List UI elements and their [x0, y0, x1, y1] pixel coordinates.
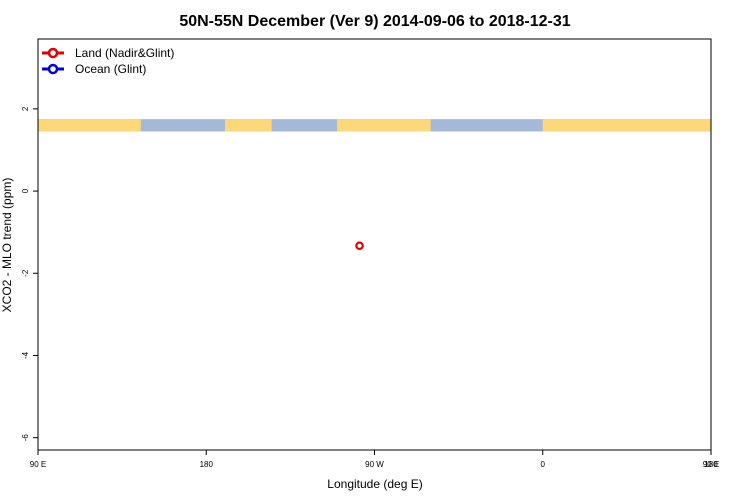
land-band: [38, 119, 141, 132]
x-axis-label: Longitude (deg E): [327, 477, 422, 491]
legend-label: Ocean (Glint): [75, 62, 146, 76]
land-band: [224, 119, 272, 132]
x-tick-label: 90 W: [365, 460, 384, 469]
x-tick-label: 0: [541, 460, 546, 469]
land-ocean-strip: [38, 119, 711, 132]
legend-marker: [47, 47, 59, 59]
y-tick-label: 0: [21, 188, 30, 193]
x-tick-label: 180: [200, 460, 214, 469]
legend-label: Land (Nadir&Glint): [75, 46, 174, 60]
land-band: [542, 119, 711, 132]
y-tick-label: -6: [21, 434, 30, 442]
legend-marker: [47, 63, 59, 75]
x-tick-label: 90 E: [30, 460, 46, 469]
x-tick-label: 180: [704, 460, 718, 469]
x-tick-label: 90 E: [703, 460, 719, 469]
data-point: [355, 241, 364, 251]
y-tick-label: 2: [21, 106, 30, 111]
y-tick-label: -2: [21, 269, 30, 277]
y-axis-label: XCO2 - MLO trend (ppm): [0, 178, 14, 313]
data-points: [355, 241, 364, 251]
chart-title: 50N-55N December (Ver 9) 2014-09-06 to 2…: [179, 13, 570, 30]
legend: Land (Nadir&Glint) Ocean (Glint): [42, 46, 174, 76]
y-tick-label: -4: [21, 351, 30, 359]
land-band: [337, 119, 431, 132]
plot-frame: [37, 38, 712, 451]
y-axis: 2 0 -2 -4 -6: [21, 106, 38, 441]
